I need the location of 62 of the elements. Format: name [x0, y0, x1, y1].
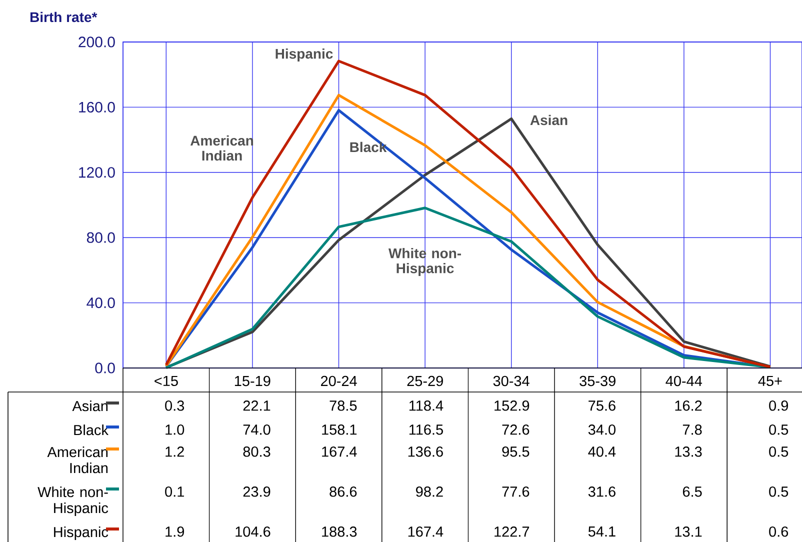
data-label: 136.6: [408, 446, 443, 457]
data-label: 0.6: [769, 526, 788, 537]
data-label: 152.9: [494, 400, 530, 411]
data-label: 86.6: [330, 486, 357, 497]
x-tick-label: 30-34: [493, 376, 530, 386]
y-tick-label: 120.0: [79, 167, 115, 178]
x-tick-label: 20-24: [321, 376, 357, 386]
data-label: 7.8: [682, 424, 702, 435]
data-label: 1.2: [166, 446, 184, 457]
data-label: 98.2: [416, 486, 443, 497]
data-label: 74.0: [243, 424, 270, 435]
data-label: 0.9: [769, 400, 788, 411]
data-label: 80.3: [243, 446, 270, 457]
legend-label: Asian: [72, 400, 108, 412]
data-label: 1.9: [166, 526, 184, 537]
data-label: 23.9: [243, 486, 270, 497]
data-label: 158.1: [322, 424, 357, 435]
legend-label: American Indian: [47, 446, 108, 474]
data-label: 188.3: [322, 526, 357, 537]
data-label: 1.0: [166, 424, 184, 435]
data-label: 78.5: [330, 400, 357, 411]
data-label: 31.6: [588, 486, 616, 497]
x-tick-label: <15: [154, 376, 178, 386]
data-label: 116.5: [409, 424, 443, 435]
legend-label: Black: [74, 424, 108, 436]
legend-label: Hispanic: [54, 526, 108, 540]
data-label: 75.6: [588, 400, 616, 411]
data-label: 40.4: [588, 446, 616, 457]
data-label: 0.5: [769, 486, 788, 497]
data-label: 72.6: [502, 424, 530, 435]
data-label: 0.3: [165, 400, 184, 411]
y-tick-label: 0.0: [95, 362, 115, 374]
data-label: 0.5: [769, 424, 788, 435]
data-label: 34.0: [588, 424, 616, 435]
data-label: 22.1: [243, 400, 270, 411]
x-tick-label: 35-39: [580, 376, 616, 386]
data-label: 6.5: [682, 486, 702, 497]
x-tick-label: 40-44: [666, 376, 702, 386]
text: Asian: [530, 114, 568, 126]
data-label: 54.1: [588, 526, 616, 537]
x-tick-label: 15-19: [234, 376, 270, 386]
data-label: 118.4: [409, 400, 444, 411]
y-tick-label: 40.0: [86, 297, 115, 308]
y-tick-label: 200.0: [78, 36, 115, 48]
data-label: 0.5: [769, 446, 788, 457]
data-label: 13.3: [675, 446, 702, 457]
data-label: 104.6: [236, 526, 270, 537]
y-axis-title: Birth rate*: [30, 12, 98, 22]
legend-label: White non-Hispanic: [38, 486, 108, 516]
data-label: 167.4: [408, 526, 444, 537]
x-tick-label: 25-29: [407, 376, 443, 386]
data-label: 77.6: [502, 486, 530, 497]
data-label: 16.2: [675, 400, 702, 411]
data-label: 13.1: [675, 526, 702, 537]
x-tick-label: 45+: [758, 376, 782, 386]
text: Hispanic: [276, 48, 333, 62]
data-label: 167.4: [322, 446, 357, 457]
data-label: 122.7: [494, 526, 530, 537]
data-label: 0.1: [165, 486, 184, 497]
y-tick-label: 160.0: [79, 102, 115, 113]
y-tick-label: 80.0: [86, 232, 115, 243]
data-label: 95.5: [502, 446, 530, 457]
